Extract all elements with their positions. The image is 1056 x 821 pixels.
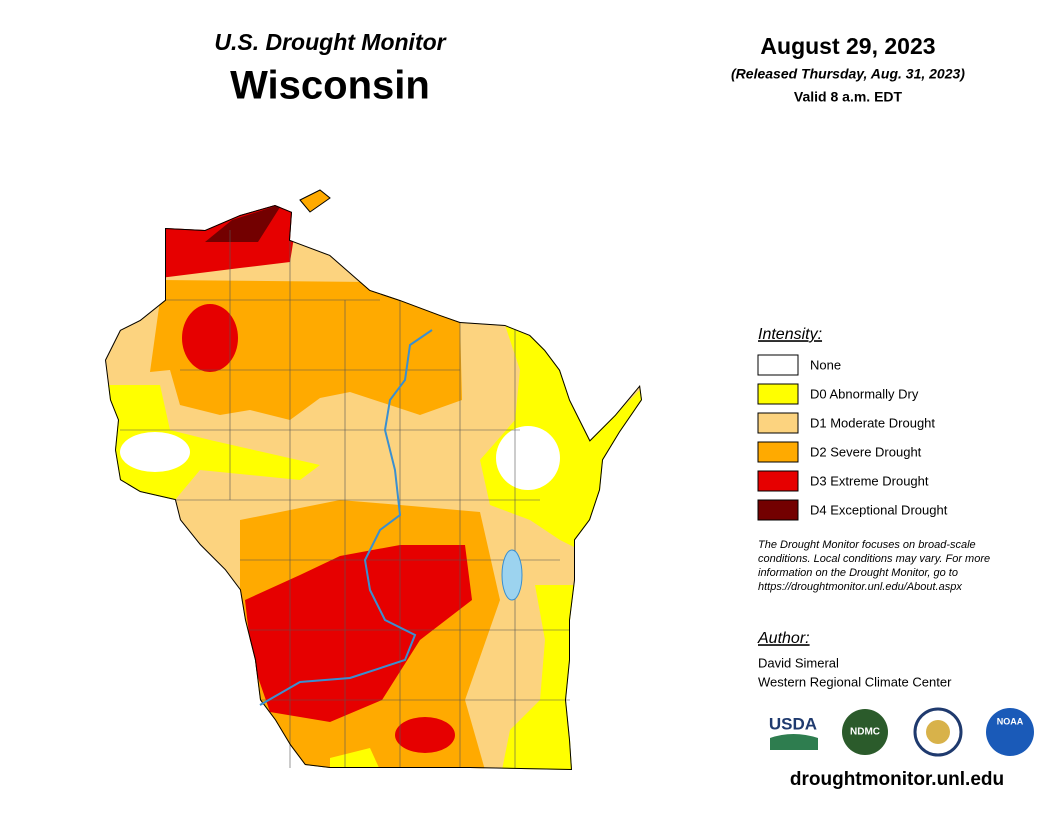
d3-area bbox=[245, 545, 472, 722]
county-lines bbox=[120, 230, 570, 768]
note-line: https://droughtmonitor.unl.edu/About.asp… bbox=[758, 581, 962, 593]
d0-area bbox=[330, 748, 380, 770]
legend-label: D3 Extreme Drought bbox=[810, 473, 929, 488]
note: The Drought Monitor focuses on broad-sca… bbox=[758, 539, 990, 593]
author-line: David Simeral bbox=[758, 655, 839, 670]
subtitle: U.S. Drought Monitor bbox=[214, 29, 446, 55]
logo-noaa-text: NOAA bbox=[997, 716, 1024, 726]
legend-label: D4 Exceptional Drought bbox=[810, 502, 948, 517]
state-outline bbox=[105, 205, 642, 770]
note-line: conditions. Local conditions may vary. F… bbox=[758, 553, 990, 565]
legend-swatch bbox=[757, 470, 799, 492]
logo-ndmc bbox=[842, 709, 888, 755]
legend-label: D2 Severe Drought bbox=[810, 444, 922, 459]
none-area bbox=[496, 426, 560, 490]
legend-swatch bbox=[757, 354, 799, 376]
none-area bbox=[120, 432, 190, 472]
logo-commerce-seal bbox=[926, 720, 950, 744]
legend-swatch bbox=[757, 383, 799, 405]
d3-area bbox=[182, 304, 238, 372]
author-title: Author: bbox=[757, 630, 810, 647]
valid: Valid 8 a.m. EDT bbox=[794, 89, 903, 105]
legend: None D0 Abnormally Dry D1 Moderate Drought… bbox=[757, 354, 948, 521]
author-line: Western Regional Climate Center bbox=[758, 674, 952, 689]
legend-swatch bbox=[757, 441, 799, 463]
legend-title: Intensity: bbox=[758, 326, 822, 343]
legend-label: D0 Abnormally Dry bbox=[810, 386, 919, 401]
released: (Released Thursday, Aug. 31, 2023) bbox=[731, 66, 965, 82]
d4-area bbox=[205, 205, 282, 242]
logo-noaa bbox=[986, 708, 1034, 756]
legend-label: None bbox=[810, 357, 841, 372]
wisconsin-river bbox=[259, 329, 433, 706]
legend-label: D1 Moderate Drought bbox=[810, 415, 935, 430]
logos: USDA NDMC NOAA bbox=[769, 707, 1034, 757]
url: droughtmonitor.unl.edu bbox=[790, 769, 1004, 790]
lake-winnebago bbox=[501, 549, 523, 601]
date: August 29, 2023 bbox=[760, 33, 935, 59]
author: David Simeral Western Regional Climate Ce… bbox=[758, 655, 952, 689]
d3-area bbox=[395, 717, 455, 753]
logo-usda-mark bbox=[770, 734, 818, 750]
note-line: information on the Drought Monitor, go t… bbox=[758, 567, 958, 579]
island bbox=[299, 189, 331, 213]
legend-swatch bbox=[757, 412, 799, 434]
logo-ndmc-text: NDMC bbox=[850, 727, 880, 738]
legend-swatch bbox=[757, 499, 799, 521]
title: Wisconsin bbox=[230, 64, 430, 108]
logo-usda: USDA bbox=[769, 714, 817, 733]
d0-area bbox=[500, 585, 580, 770]
note-line: The Drought Monitor focuses on broad-sca… bbox=[758, 539, 976, 551]
drought-map bbox=[105, 205, 642, 770]
